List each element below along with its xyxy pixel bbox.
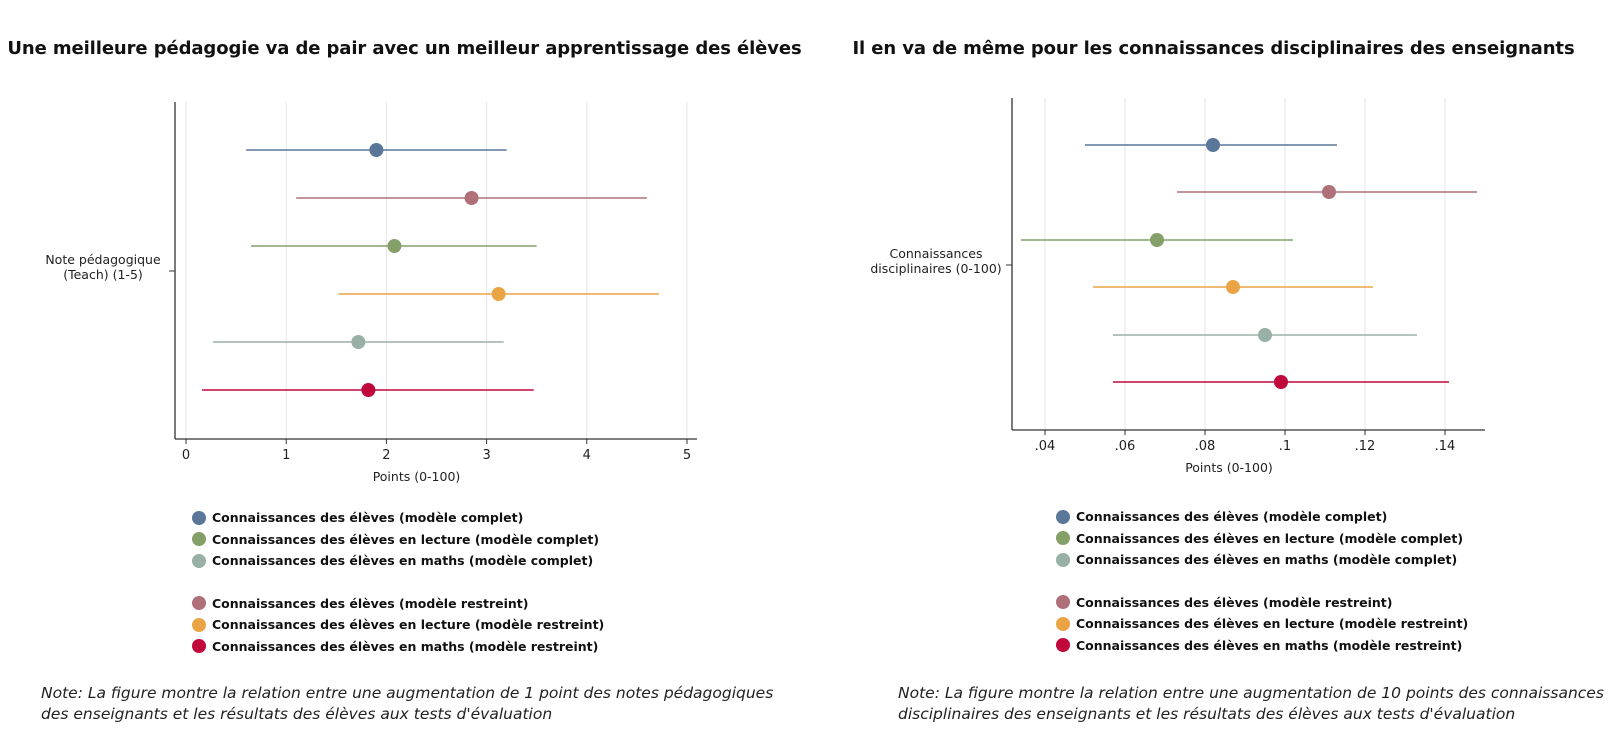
right-x-tick-label: .14 (1435, 439, 1456, 454)
left-legend: Connaissances des élèves (modèle complet… (192, 507, 604, 657)
legend-label: Connaissances des élèves (modèle restrei… (212, 595, 529, 611)
legend-gap (192, 572, 604, 593)
left-estimate-point (387, 239, 402, 253)
legend-label: Connaissances des élèves en lecture (mod… (212, 531, 600, 547)
right-chart-title: Il en va de même pour les connaissances … (852, 38, 1575, 59)
left-legend-item: Connaissances des élèves (modèle restrei… (192, 593, 604, 615)
right-estimate-point (1274, 375, 1288, 389)
right-legend-item: Connaissances des élèves en lecture (mod… (1056, 613, 1468, 635)
legend-swatch (1056, 531, 1070, 546)
right-y-tick-label-line1: Connaissances (889, 246, 982, 261)
legend-swatch (192, 553, 206, 568)
right-x-tick-label: .04 (1035, 439, 1056, 454)
legend-swatch (192, 532, 206, 547)
left-y-tick-label-line1: Note pédagogique (45, 252, 161, 267)
left-x-axis-label: Points (0-100) (373, 469, 461, 484)
legend-label: Connaissances des élèves en lecture (mod… (1076, 616, 1469, 632)
left-x-tick-label: 2 (382, 448, 390, 463)
right-estimate-point (1150, 233, 1164, 247)
left-legend-item: Connaissances des élèves en lecture (mod… (192, 529, 604, 551)
left-x-tick-label: 0 (182, 448, 190, 463)
left-estimate-point (464, 191, 479, 205)
legend-label: Connaissances des élèves en maths (modèl… (1076, 552, 1458, 568)
right-legend-item: Connaissances des élèves (modèle complet… (1056, 506, 1468, 528)
left-x-tick-label: 3 (482, 448, 490, 463)
left-note: Note: La figure montre la relation entre… (41, 683, 781, 725)
left-x-tick-label: 1 (282, 448, 290, 463)
left-legend-item: Connaissances des élèves en lecture (mod… (192, 614, 604, 636)
legend-swatch (192, 510, 206, 525)
left-y-tick-label-line2: (Teach) (1-5) (63, 267, 143, 282)
left-note-line1: Note: La figure montre la relation entre… (41, 684, 774, 702)
left-note-line2: des enseignants et les résultats des élè… (41, 705, 553, 723)
right-legend-item: Connaissances des élèves en maths (modèl… (1056, 549, 1468, 571)
right-estimate-point (1258, 328, 1272, 342)
legend-swatch (1056, 552, 1070, 567)
legend-swatch (192, 596, 206, 611)
legend-label: Connaissances des élèves en maths (modèl… (212, 638, 599, 654)
legend-label: Connaissances des élèves (modèle complet… (1076, 509, 1388, 525)
legend-gap (1056, 571, 1468, 592)
left-legend-item: Connaissances des élèves en maths (modèl… (192, 550, 604, 572)
right-estimate-point (1206, 138, 1220, 152)
left-estimate-point (361, 383, 376, 397)
legend-label: Connaissances des élèves en maths (modèl… (212, 553, 594, 569)
left-estimate-point (491, 287, 506, 301)
right-y-tick-label-line2: disciplinaires (0-100) (870, 261, 1001, 276)
legend-swatch (192, 639, 206, 654)
right-x-tick-label: .1 (1279, 439, 1291, 454)
legend-swatch (1056, 616, 1070, 631)
right-note: Note: La figure montre la relation entre… (898, 683, 1618, 725)
legend-label: Connaissances des élèves (modèle restrei… (1076, 594, 1393, 610)
left-legend-item: Connaissances des élèves (modèle complet… (192, 507, 604, 529)
left-legend-item: Connaissances des élèves en maths (modèl… (192, 636, 604, 658)
legend-swatch (1056, 638, 1070, 653)
right-x-tick-label: .12 (1355, 439, 1376, 454)
legend-label: Connaissances des élèves en lecture (mod… (1076, 530, 1464, 546)
left-chart-title: Une meilleure pédagogie va de pair avec … (7, 38, 802, 59)
right-note-line1: Note: La figure montre la relation entre… (898, 684, 1604, 702)
right-estimate-point (1322, 185, 1336, 199)
right-x-tick-label: .08 (1195, 439, 1216, 454)
right-x-axis-label: Points (0-100) (1185, 460, 1273, 475)
right-panel: Il en va de même pour les connaissances … (809, 0, 1618, 740)
legend-swatch (192, 617, 206, 632)
right-note-line2: disciplinaires des enseignants et les ré… (898, 705, 1516, 723)
left-panel: Une meilleure pédagogie va de pair avec … (7, 38, 802, 59)
left-x-tick-label: 4 (583, 448, 591, 463)
legend-swatch (1056, 509, 1070, 524)
right-legend: Connaissances des élèves (modèle complet… (1056, 506, 1468, 656)
legend-label: Connaissances des élèves (modèle complet… (212, 510, 524, 526)
right-legend-item: Connaissances des élèves en maths (modèl… (1056, 635, 1468, 657)
right-legend-item: Connaissances des élèves en lecture (mod… (1056, 528, 1468, 550)
right-legend-item: Connaissances des élèves (modèle restrei… (1056, 592, 1468, 614)
legend-label: Connaissances des élèves en lecture (mod… (212, 617, 605, 633)
legend-swatch (1056, 595, 1070, 610)
right-x-tick-label: .06 (1115, 439, 1136, 454)
left-estimate-point (351, 335, 366, 349)
left-x-tick-label: 5 (683, 448, 691, 463)
legend-label: Connaissances des élèves en maths (modèl… (1076, 637, 1463, 653)
left-estimate-point (369, 143, 384, 157)
right-estimate-point (1226, 280, 1240, 294)
